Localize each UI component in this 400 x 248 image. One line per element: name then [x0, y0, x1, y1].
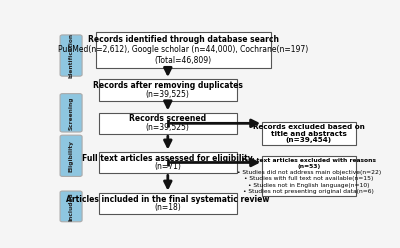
Text: Included: Included [68, 192, 74, 221]
Text: PubMed(n=2,612), Google scholar (n=44,000), Cochrane(n=197): PubMed(n=2,612), Google scholar (n=44,00… [58, 45, 308, 54]
FancyBboxPatch shape [60, 94, 82, 132]
FancyBboxPatch shape [99, 113, 237, 134]
Text: Full text articles assessed for eligibility: Full text articles assessed for eligibil… [82, 154, 253, 163]
Text: Records screened: Records screened [129, 115, 206, 124]
FancyBboxPatch shape [99, 79, 237, 100]
FancyBboxPatch shape [60, 35, 82, 76]
Text: • Studies with full text not available(n=15): • Studies with full text not available(n… [244, 176, 374, 182]
Text: Records after removing duplicates: Records after removing duplicates [93, 81, 243, 90]
Text: (n=39,525): (n=39,525) [146, 90, 190, 99]
Text: • Studies did not address main objective(n=22): • Studies did not address main objective… [237, 170, 381, 175]
Text: Screening: Screening [68, 96, 74, 129]
Text: Identification: Identification [68, 33, 74, 78]
FancyBboxPatch shape [60, 191, 82, 222]
Text: (n=39,454): (n=39,454) [286, 137, 332, 144]
Text: Records identified through database search: Records identified through database sear… [88, 35, 279, 44]
FancyBboxPatch shape [99, 193, 237, 214]
FancyBboxPatch shape [96, 31, 271, 68]
Text: Full text articles excluded with reasons: Full text articles excluded with reasons [242, 158, 376, 163]
FancyBboxPatch shape [60, 135, 82, 176]
Text: Articles included in the final systematic review: Articles included in the final systemati… [66, 195, 270, 204]
Text: (Total=46,809): (Total=46,809) [155, 56, 212, 65]
Text: • Studies not presenting original data(n=6): • Studies not presenting original data(n… [244, 189, 374, 194]
Text: • Studies not in English language(n=10): • Studies not in English language(n=10) [248, 183, 370, 188]
Text: Eligibility: Eligibility [68, 140, 74, 172]
Text: title and abstracts: title and abstracts [271, 131, 347, 137]
Text: (n=18): (n=18) [154, 203, 181, 212]
Text: (n=53): (n=53) [297, 164, 320, 169]
Text: Records excluded based on: Records excluded based on [253, 124, 365, 130]
FancyBboxPatch shape [262, 156, 356, 196]
FancyBboxPatch shape [99, 152, 237, 173]
Text: (n=39,525): (n=39,525) [146, 123, 190, 132]
FancyBboxPatch shape [262, 122, 356, 145]
Text: (n=71): (n=71) [154, 162, 181, 171]
